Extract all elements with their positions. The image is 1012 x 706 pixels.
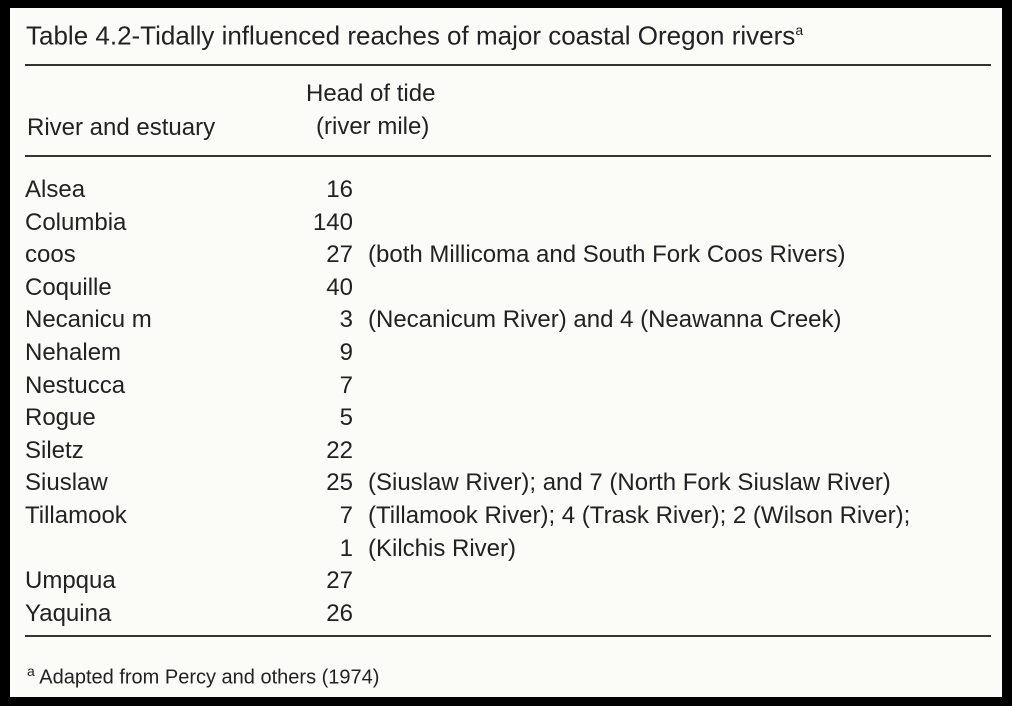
title-footnote-marker: a (795, 22, 804, 38)
river-name: Rogue (25, 404, 96, 432)
footnote: a Adapted from Percy and others (1974) (27, 657, 379, 692)
head-of-tide: 40 (326, 273, 353, 301)
header-river-mile: (river mile) (316, 113, 430, 140)
footnote-text: Adapted from Percy and others (1974) (39, 666, 380, 689)
river-name: Umpqua (25, 567, 116, 595)
note: (Kilchis River) (368, 534, 517, 562)
head-of-tide: 16 (326, 176, 353, 203)
river-name: Nestucca (25, 371, 126, 399)
head-of-tide: 27 (326, 567, 353, 595)
river-name: Tillamook (25, 502, 127, 529)
head-of-tide: 27 (326, 241, 353, 269)
note: (Necanicum River) and 4 (Neawanna Creek) (368, 306, 842, 334)
head-of-tide: 1 (339, 534, 353, 562)
river-name: Yaquina (25, 599, 112, 627)
note: (both Millicoma and South Fork Coos Rive… (368, 241, 846, 269)
bottom-rule (25, 635, 991, 637)
river-name: Nehalem (25, 339, 122, 366)
table-page: Table 4.2-Tidally influenced reaches of … (10, 8, 1002, 697)
river-name: coos (25, 241, 76, 269)
head-of-tide: 26 (326, 599, 353, 627)
header-river: River and estuary (27, 114, 216, 141)
river-name: Necanicu m (25, 306, 152, 334)
head-of-tide: 9 (339, 339, 353, 366)
head-of-tide: 25 (326, 469, 353, 497)
table-title: Table 4.2-Tidally influenced reaches of … (26, 16, 803, 50)
river-name: Siuslaw (25, 469, 108, 497)
header-head-of-tide: Head of tide (306, 80, 436, 107)
note: (Tillamook River); 4 (Trask River); 2 (W… (368, 502, 911, 529)
river-name: Alsea (25, 176, 86, 203)
footnote-marker: a (27, 663, 35, 679)
head-of-tide: 140 (312, 208, 353, 236)
river-name: Columbia (25, 208, 127, 236)
head-of-tide: 22 (326, 436, 353, 464)
river-name: Siletz (25, 436, 84, 464)
title-text: Table 4.2-Tidally influenced reaches of … (26, 20, 796, 51)
head-of-tide: 7 (339, 371, 353, 399)
head-of-tide: 7 (339, 502, 353, 529)
note: (Siuslaw River); and 7 (North Fork Siusl… (368, 469, 891, 497)
top-rule (25, 64, 991, 66)
header-rule (25, 155, 991, 157)
head-of-tide: 5 (339, 404, 353, 432)
head-of-tide: 3 (339, 306, 353, 334)
river-name: Coquille (25, 273, 112, 301)
